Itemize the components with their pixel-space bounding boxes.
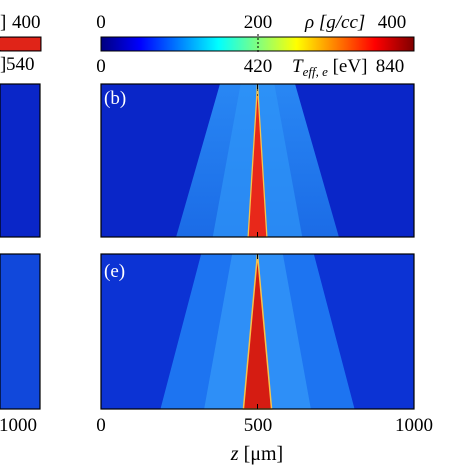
left-panel-bottom: 1000: [0, 253, 41, 436]
teff-tick-label-0: 0: [96, 56, 106, 77]
panel-b: (b): [100, 83, 415, 238]
panel-b-label: (b): [104, 88, 126, 109]
left-rho-max-label: 400: [12, 12, 41, 33]
rho-colorbar-label: ρ [g/cc]: [304, 12, 365, 33]
left-teff-label-fragment: ]: [0, 54, 6, 75]
panel-e-ticks: [100, 254, 415, 409]
left-rho-colorbar-fill: [0, 38, 40, 50]
panel-b-ticks: [100, 84, 415, 237]
panel-e: (e): [100, 253, 415, 410]
x-axis: 0 500 1000 z [μm]: [96, 415, 433, 465]
x-tick-label-500: 500: [244, 415, 273, 436]
rho-colorbar-group: 0 200 ρ [g/cc] 400 0 420 Teff, e [eV] 84…: [96, 12, 415, 79]
left-panel-bottom-glow: [0, 254, 40, 409]
teff-tick-label-420: 420: [244, 56, 273, 77]
left-rho-label-fragment: ]: [0, 12, 6, 33]
x-tick-label-0: 0: [96, 415, 106, 436]
rho-tick-label-400: 400: [378, 12, 407, 33]
left-panel-top: [0, 83, 41, 238]
rho-tick-label-200: 200: [244, 12, 273, 33]
x-tick-label-1000: 1000: [395, 415, 433, 436]
x-axis-label: z [μm]: [230, 443, 283, 465]
left-panel-top-heatmap: [0, 84, 40, 237]
left-colorbar-fragments: ] 400 ] 540: [0, 12, 42, 75]
rho-tick-label-0: 0: [96, 12, 106, 33]
teff-tick-label-840: 840: [376, 56, 405, 77]
panel-e-label: (e): [104, 261, 125, 282]
left-x-tick-1000: 1000: [0, 415, 37, 436]
teff-colorbar-label: Teff, e [eV]: [292, 56, 367, 79]
left-teff-max-label: 540: [6, 54, 35, 75]
left-panel-bottom-heatmap: [0, 254, 40, 409]
